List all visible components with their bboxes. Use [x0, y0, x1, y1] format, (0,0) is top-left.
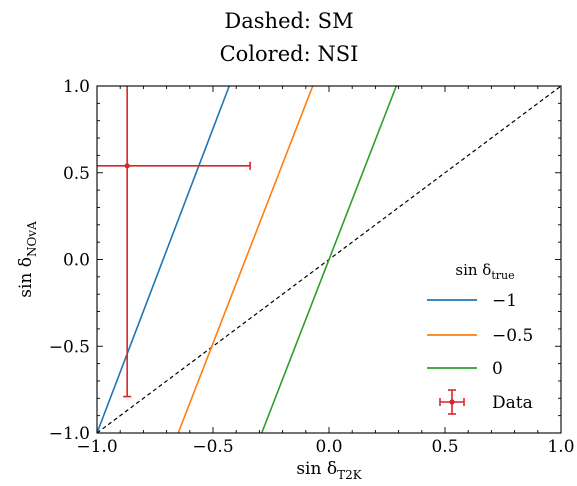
y-tick-label-4: 1.0 — [63, 77, 90, 97]
x-tick-label-0: −1.0 — [76, 437, 117, 457]
plot-clipped-group — [97, 86, 561, 433]
y-axis-label: sin δNOvA — [16, 221, 39, 298]
data-point-marker — [124, 163, 130, 169]
legend-title: sin δtrue — [455, 261, 514, 282]
legend: sin δtrue −1 −0.5 0 Data — [427, 261, 533, 415]
x-tick-label-3: 0.5 — [431, 437, 458, 457]
chart-title-line-1: Colored: NSI — [220, 42, 359, 66]
x-tick-label-4: 1.0 — [547, 437, 574, 457]
legend-label-0: −1 — [492, 291, 517, 311]
y-tick-label-1: −0.5 — [49, 337, 90, 357]
x-tick-label-2: 0.0 — [315, 437, 342, 457]
y-tick-label-2: 0.0 — [63, 251, 90, 271]
chart-title-line-0: Dashed: SM — [224, 9, 353, 33]
x-tick-label-1: −0.5 — [192, 437, 233, 457]
legend-label-2: 0 — [492, 359, 503, 379]
legend-data-marker — [449, 399, 455, 405]
series-line-2 — [260, 86, 398, 433]
legend-label-1: −0.5 — [492, 326, 533, 346]
chart-text: −1.0 −0.5 0.0 0.5 1.0 −1.0 −0.5 0.0 0.5 1.0 sin δT… — [16, 9, 575, 482]
series-line-0 — [97, 86, 230, 433]
y-tick-label-3: 0.5 — [63, 164, 90, 184]
y-tick-label-0: −1.0 — [49, 424, 90, 444]
plot-area — [96, 85, 562, 434]
series-line-1 — [177, 86, 314, 433]
legend-label-data: Data — [492, 393, 533, 413]
x-axis-label: sin δT2K — [296, 459, 362, 482]
